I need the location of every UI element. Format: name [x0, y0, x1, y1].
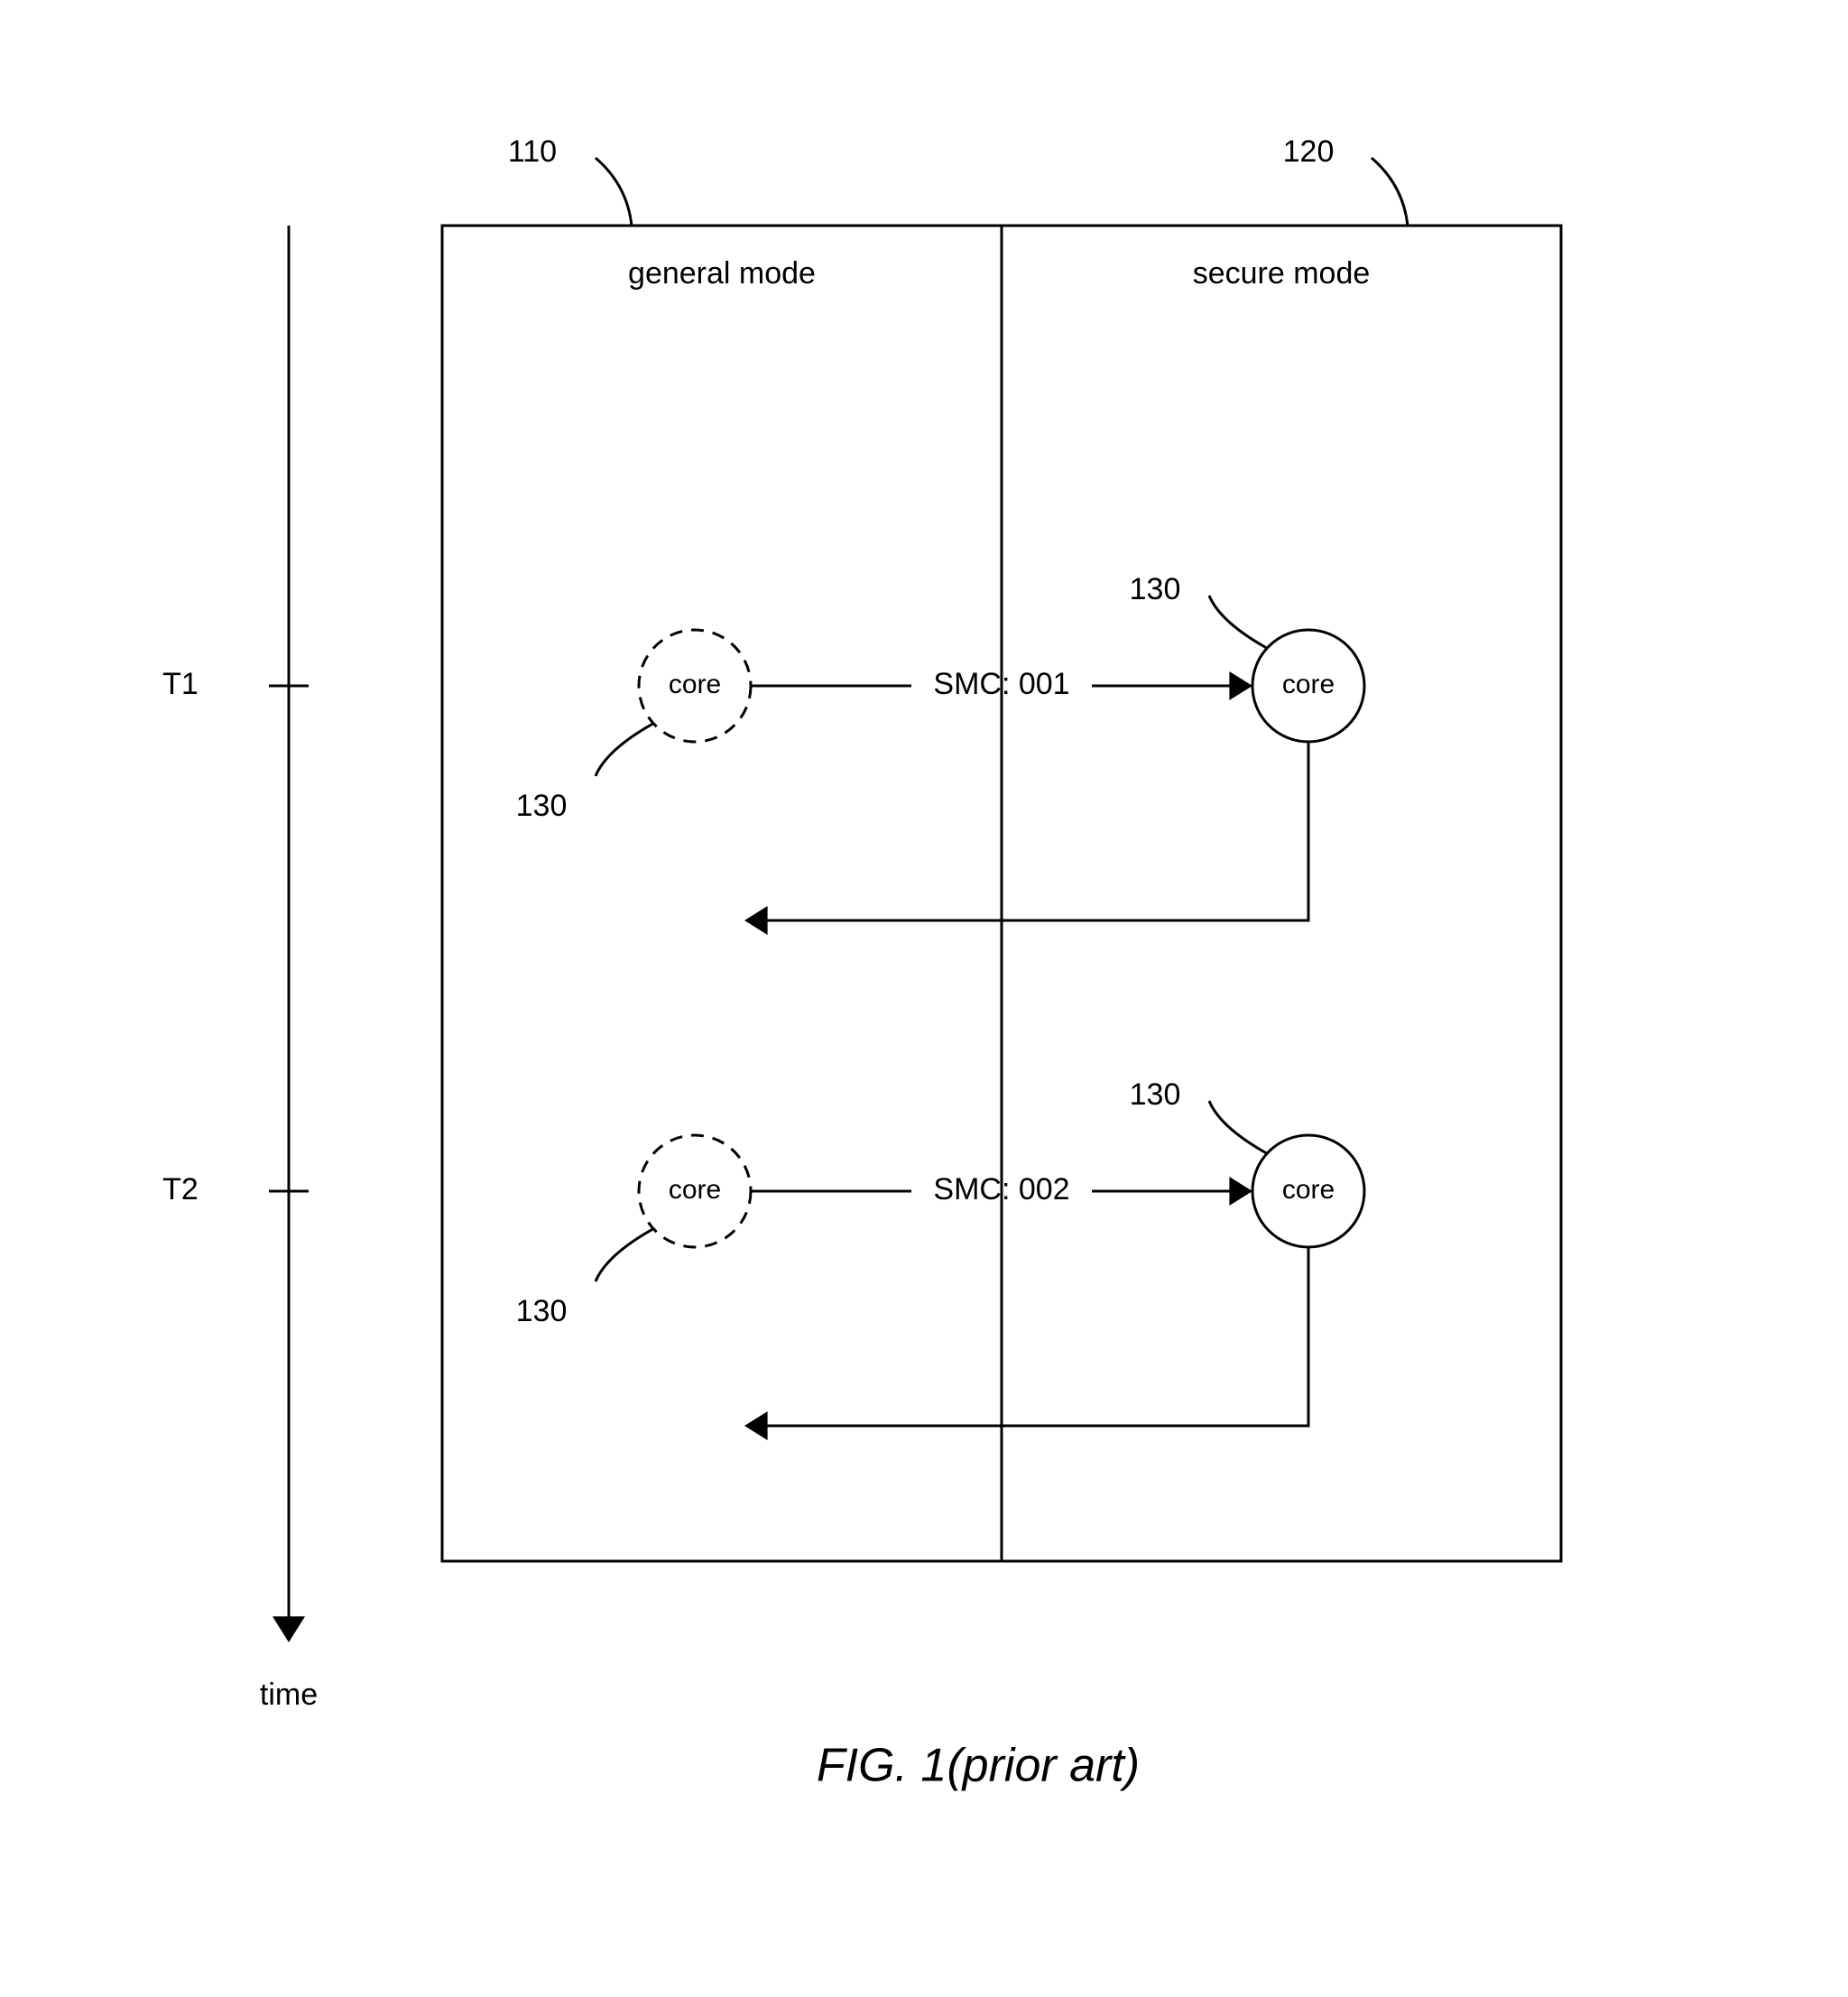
core-leader — [1209, 596, 1267, 648]
time-axis-label: time — [260, 1678, 318, 1712]
return-path — [748, 1247, 1308, 1426]
smc-arrow-label-0: SMC: 001 — [933, 667, 1069, 701]
secure-mode-ref: 120 — [1283, 134, 1335, 169]
general-mode-ref: 110 — [508, 134, 557, 169]
secure-mode-box — [1002, 226, 1561, 1561]
core-ref: 130 — [516, 789, 568, 823]
general-mode-label: general mode — [628, 256, 816, 291]
general-mode-leader — [596, 158, 632, 226]
return-path — [748, 742, 1308, 920]
core-label: core — [669, 670, 721, 699]
core-label: core — [1282, 1175, 1335, 1205]
time-tick-label-0: T1 — [162, 667, 199, 701]
core-leader — [596, 724, 653, 776]
secure-mode-leader — [1372, 158, 1408, 226]
core-ref: 130 — [516, 1294, 568, 1328]
secure-mode-label: secure mode — [1193, 256, 1371, 291]
core-leader — [596, 1229, 653, 1281]
figure-caption: FIG. 1(prior art) — [817, 1740, 1140, 1792]
time-tick-label-1: T2 — [162, 1172, 199, 1207]
general-mode-box — [442, 226, 1002, 1561]
core-label: core — [1282, 670, 1335, 699]
core-ref: 130 — [1130, 1077, 1181, 1112]
core-leader — [1209, 1101, 1267, 1153]
smc-arrow-label-1: SMC: 002 — [933, 1172, 1069, 1207]
core-ref: 130 — [1130, 572, 1181, 606]
core-label: core — [669, 1175, 721, 1205]
